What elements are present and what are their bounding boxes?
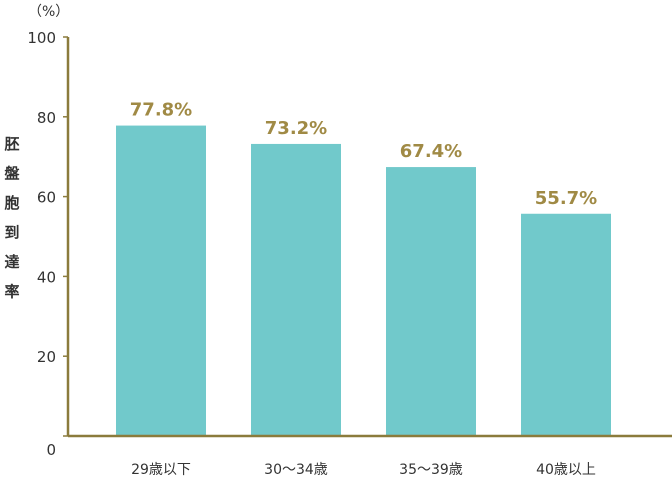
bar (116, 125, 206, 436)
y-axis-ticks: 0 20 40 60 80 100 (27, 29, 68, 459)
data-label: 55.7% (535, 188, 597, 209)
data-label: 73.2% (265, 118, 327, 139)
data-label: 77.8% (130, 100, 192, 121)
bar (386, 167, 476, 436)
y-tick-label: 60 (37, 189, 56, 207)
y-tick-label: 80 (37, 109, 56, 127)
y-tick-label: 0 (46, 441, 56, 459)
y-axis-title: 胚盤胞到達率 (3, 135, 20, 301)
bar (251, 143, 341, 436)
y-tick-label: 40 (37, 268, 56, 286)
y-tick-label: 20 (37, 348, 56, 366)
y-tick-label: 100 (27, 29, 56, 47)
category-label: 29歳以下 (131, 462, 191, 478)
category-label: 40歳以上 (536, 462, 596, 478)
category-label: 35～39歳 (399, 462, 463, 478)
data-label: 67.4% (400, 141, 462, 162)
y-axis-unit-label: （%） (28, 4, 69, 20)
category-label: 30～34歳 (264, 462, 328, 478)
data-labels: 77.8% 73.2% 67.4% 55.7% (130, 100, 597, 209)
bars (116, 125, 611, 436)
category-labels: 29歳以下 30～34歳 35～39歳 40歳以上 (131, 462, 596, 478)
bar (521, 213, 611, 436)
